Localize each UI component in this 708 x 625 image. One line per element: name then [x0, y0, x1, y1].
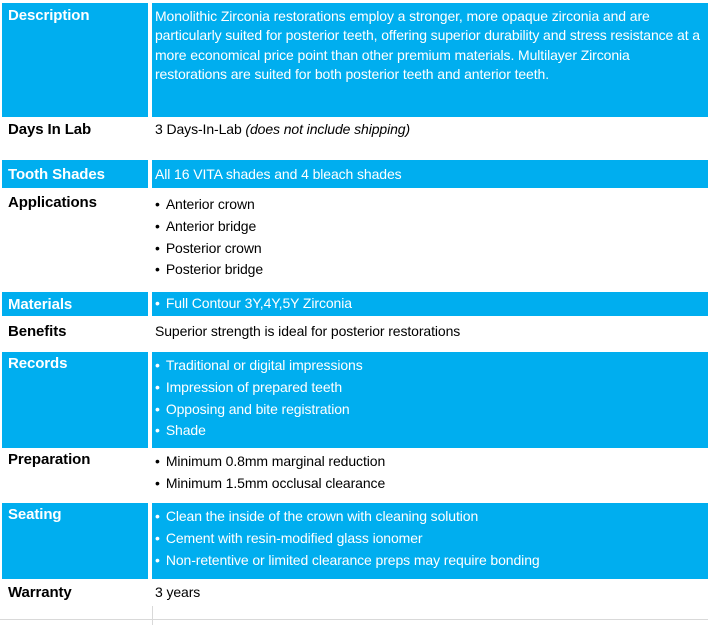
row-applications-content: Anterior crownAnterior bridgePosterior c…	[152, 190, 708, 290]
row-materials-label: Materials	[2, 292, 148, 316]
bullet-item: Minimum 1.5mm occlusal clearance	[155, 473, 700, 495]
preparation-list: Minimum 0.8mm marginal reductionMinimum …	[155, 451, 700, 495]
row-benefits-content: Superior strength is ideal for posterior…	[155, 323, 461, 339]
bullet-item: Full Contour 3Y,4Y,5Y Zirconia	[155, 293, 352, 315]
row-days-in-lab: Days In Lab 3 Days-In-Lab (does not incl…	[2, 117, 708, 157]
applications-list: Anterior crownAnterior bridgePosterior c…	[155, 194, 700, 281]
bullet-item: Shade	[155, 420, 700, 442]
records-list: Traditional or digital impressionsImpres…	[155, 355, 700, 442]
bullet-item: Opposing and bite registration	[155, 399, 700, 421]
row-days-in-lab-label: Days In Lab	[8, 121, 92, 138]
materials-list: Full Contour 3Y,4Y,5Y Zirconia	[155, 293, 352, 315]
row-applications: Applications Anterior crownAnterior brid…	[2, 190, 708, 290]
empty-row-bottom-border	[0, 619, 708, 620]
row-seating-content: Clean the inside of the crown with clean…	[152, 503, 708, 579]
row-materials-content: Full Contour 3Y,4Y,5Y Zirconia	[152, 292, 708, 316]
row-warranty-label: Warranty	[8, 584, 72, 601]
bullet-item: Cement with resin-modified glass ionomer	[155, 528, 700, 550]
bullet-item: Posterior crown	[155, 238, 700, 260]
row-seating-label: Seating	[2, 503, 148, 579]
bullet-item: Minimum 0.8mm marginal reduction	[155, 451, 700, 473]
row-preparation-content: Minimum 0.8mm marginal reductionMinimum …	[152, 448, 708, 501]
row-preparation: Preparation Minimum 0.8mm marginal reduc…	[2, 448, 708, 501]
bullet-item: Non-retentive or limited clearance preps…	[155, 550, 700, 572]
bullet-item: Anterior bridge	[155, 216, 700, 238]
bullet-item: Traditional or digital impressions	[155, 355, 700, 377]
row-records: Records Traditional or digital impressio…	[2, 352, 708, 448]
row-warranty: Warranty 3 years	[2, 579, 708, 605]
row-applications-label: Applications	[8, 194, 97, 211]
bullet-item: Posterior bridge	[155, 259, 700, 281]
bullet-item: Clean the inside of the crown with clean…	[155, 506, 700, 528]
row-tooth-shades-label: Tooth Shades	[2, 160, 148, 188]
days-in-lab-note: (does not include shipping)	[245, 121, 411, 137]
row-records-label: Records	[2, 352, 148, 448]
row-days-in-lab-content: 3 Days-In-Lab (does not include shipping…	[152, 117, 708, 157]
row-preparation-label: Preparation	[8, 451, 91, 468]
row-records-content: Traditional or digital impressionsImpres…	[152, 352, 708, 448]
days-in-lab-value: 3 Days-In-Lab	[155, 121, 246, 137]
row-benefits: Benefits Superior strength is ideal for …	[2, 316, 708, 350]
row-seating: Seating Clean the inside of the crown wi…	[2, 503, 708, 579]
row-materials: Materials Full Contour 3Y,4Y,5Y Zirconia	[2, 292, 708, 316]
row-description: Description Monolithic Zirconia restorat…	[2, 3, 708, 117]
row-tooth-shades-content: All 16 VITA shades and 4 bleach shades	[152, 160, 708, 188]
seating-list: Clean the inside of the crown with clean…	[155, 506, 700, 571]
bullet-item: Anterior crown	[155, 194, 700, 216]
row-description-content: Monolithic Zirconia restorations employ …	[152, 3, 708, 117]
row-benefits-label: Benefits	[8, 323, 67, 340]
row-tooth-shades: Tooth Shades All 16 VITA shades and 4 bl…	[2, 160, 708, 188]
description-text: Monolithic Zirconia restorations employ …	[155, 8, 700, 83]
row-warranty-content: 3 years	[155, 584, 201, 600]
empty-row-column-divider	[152, 606, 153, 625]
bullet-item: Impression of prepared teeth	[155, 377, 700, 399]
row-description-label: Description	[2, 3, 148, 117]
